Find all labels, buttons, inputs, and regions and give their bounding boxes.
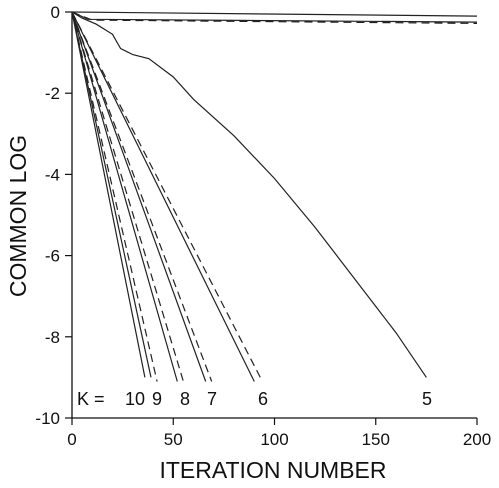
series-line-8 [71,11,184,382]
y-tick-label: -10 [35,409,60,428]
k-label-9: 9 [152,389,162,409]
series-line-3 [71,11,427,378]
series-line-7 [71,11,178,382]
k-label-10: 10 [125,389,145,409]
series-layer [71,11,478,382]
series-line-12 [71,11,263,382]
series-line-2 [71,11,478,24]
series-line-0 [71,11,478,17]
k-label-7: 7 [207,389,217,409]
y-tick-label: -4 [45,165,60,184]
y-tick-label: 0 [51,3,60,22]
series-line-5 [71,11,152,378]
x-tick-label: 150 [362,430,390,449]
x-tick-label: 100 [260,430,288,449]
x-tick-label: 200 [463,430,491,449]
k-labels: K = 10 9 8 7 6 5 [77,389,432,409]
y-tick-label: -2 [45,84,60,103]
y-tick-label: -6 [45,247,60,266]
k-label-6: 6 [258,389,268,409]
x-axis-title: ITERATION NUMBER [159,457,386,483]
series-line-11 [71,11,255,382]
y-axis-title: COMMON LOG [5,135,31,297]
series-line-10 [71,11,213,382]
y-tick-label: -8 [45,328,60,347]
k-label-8: 8 [180,389,190,409]
x-tick-label: 50 [164,430,183,449]
k-label-5: 5 [422,389,432,409]
series-line-9 [71,11,207,382]
series-line-6 [71,11,158,382]
k-prefix-label: K = [77,389,105,409]
x-tick-label: 0 [67,430,76,449]
ticks-layer: 0 50 100 150 200 0 -2 -4 -6 -8 -10 [35,3,491,449]
series-line-4 [71,11,146,378]
